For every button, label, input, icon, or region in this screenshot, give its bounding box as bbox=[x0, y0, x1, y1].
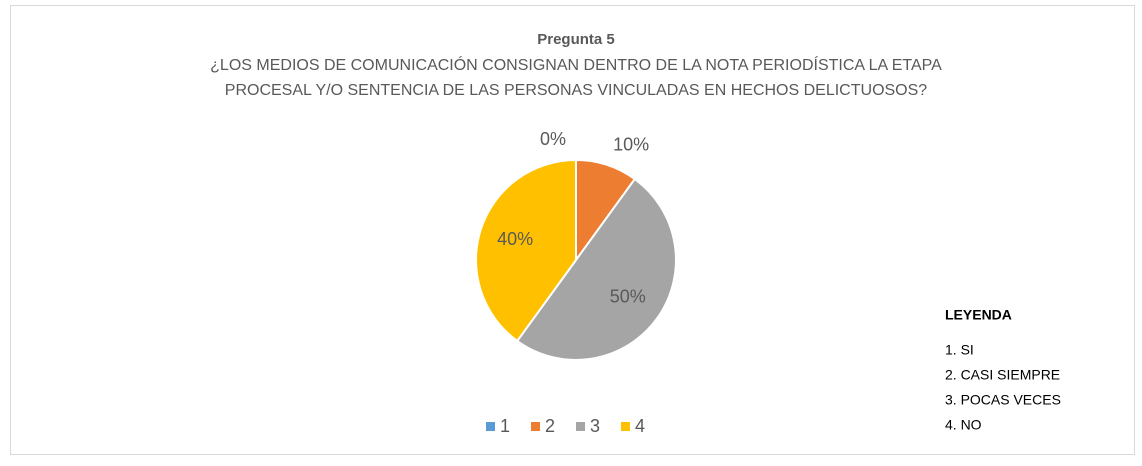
key-item: 3. POCAS VECES bbox=[945, 392, 1061, 408]
legend-swatch bbox=[531, 422, 540, 431]
chart-title: Pregunta 5 bbox=[537, 31, 615, 48]
legend-label: 2 bbox=[545, 416, 555, 436]
key-item: 1. SI bbox=[945, 342, 974, 358]
key-item: 4. NO bbox=[945, 417, 982, 433]
legend-swatch bbox=[576, 422, 585, 431]
chart-subtitle: PROCESAL Y/O SENTENCIA DE LAS PERSONAS V… bbox=[225, 82, 928, 99]
pie-slice bbox=[515, 177, 677, 361]
legend-label: 4 bbox=[635, 416, 645, 436]
data-label: 50% bbox=[610, 286, 646, 306]
data-label: 0% bbox=[540, 129, 566, 149]
pie-slice bbox=[475, 158, 577, 343]
chart-subtitle: ¿LOS MEDIOS DE COMUNICACIÓN CONSIGNAN DE… bbox=[210, 55, 942, 74]
key-title: LEYENDA bbox=[945, 307, 1012, 323]
legend-swatch bbox=[621, 422, 630, 431]
legend-label: 1 bbox=[500, 416, 510, 436]
data-label: 40% bbox=[497, 229, 533, 249]
legend-swatch bbox=[486, 422, 495, 431]
key-item: 2. CASI SIEMPRE bbox=[945, 367, 1060, 383]
legend-label: 3 bbox=[590, 416, 600, 436]
data-label: 10% bbox=[613, 135, 649, 155]
